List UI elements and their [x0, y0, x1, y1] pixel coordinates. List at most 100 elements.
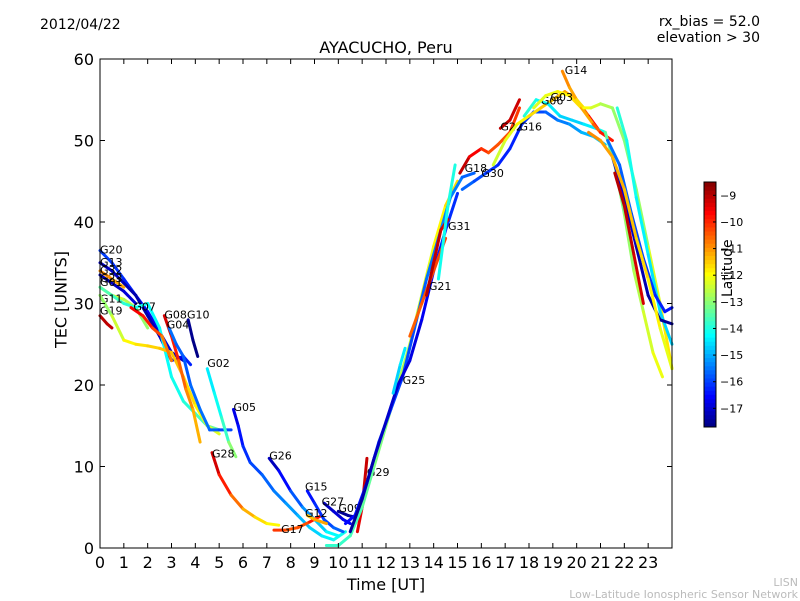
colorbar-segment [704, 337, 716, 342]
track-segment [191, 407, 202, 444]
x-tick-label: 12 [376, 553, 396, 572]
colorbar-label: Latitude [720, 239, 736, 297]
x-tick-label: 7 [262, 553, 272, 572]
track-segment [544, 110, 560, 122]
colorbar-segment [704, 231, 716, 236]
colorbar-segment [704, 284, 716, 289]
colorbar-segment [704, 202, 716, 207]
colorbar-segment [704, 345, 716, 350]
track-segment [122, 302, 138, 310]
satellite-label: G05 [233, 401, 256, 414]
colorbar-segment [704, 349, 716, 354]
colorbar-segment [704, 210, 716, 216]
track-segment [599, 102, 614, 110]
colorbar-segment [704, 320, 716, 326]
colorbar-tick-label: −16 [720, 376, 743, 389]
track-segment [210, 451, 221, 477]
track-segment [432, 228, 443, 265]
colorbar-segment [704, 243, 716, 248]
track-segment [348, 505, 364, 538]
track-segment [110, 277, 126, 289]
track-segment [458, 155, 471, 175]
credit-lisn: LISN [773, 576, 798, 589]
chart-title: AYACUCHO, Peru [319, 38, 453, 57]
colorbar-segment [704, 190, 716, 195]
colorbar-frame [703, 181, 717, 428]
track-segment [167, 326, 178, 346]
track-segment [170, 334, 181, 363]
colorbar-segment [704, 357, 716, 363]
track-segment [444, 191, 459, 232]
track-segment [579, 106, 595, 126]
track-segment [658, 326, 674, 371]
rx-bias-label: rx_bias = 52.0 [658, 14, 760, 30]
track-segment [231, 407, 240, 428]
satellite-label: G20 [100, 244, 123, 257]
colorbar-segment [704, 316, 716, 322]
colorbar-segment [704, 402, 716, 408]
track-segment [615, 106, 629, 142]
x-tick-label: 15 [447, 553, 467, 572]
satellite-label: G13 [100, 256, 123, 269]
colorbar-segment [704, 324, 716, 330]
colorbar-tick-label: −15 [720, 349, 743, 362]
colorbar-segment [704, 414, 716, 420]
track-segment [220, 416, 231, 444]
track-segment [663, 306, 674, 314]
track-segment [610, 155, 626, 191]
colorbar-segment [704, 386, 716, 391]
colorbar-segment [704, 271, 716, 277]
colorbar-segment [704, 206, 716, 212]
series-g31b [436, 163, 457, 281]
track-segment [646, 244, 662, 305]
track-segment [174, 342, 185, 358]
colorbar-segment [704, 255, 716, 261]
track-segment [446, 163, 457, 208]
colorbar-segment [704, 267, 716, 273]
colorbar-segment [704, 288, 716, 293]
x-tick-label: 21 [590, 553, 610, 572]
colorbar-segment [704, 182, 716, 187]
x-tick-label: 6 [238, 553, 248, 572]
colorbar-segment [704, 312, 716, 318]
track-segment [625, 139, 638, 200]
track-segment [515, 114, 531, 126]
track-segment [277, 469, 293, 493]
track-segment [575, 98, 586, 110]
track-segment [289, 489, 305, 509]
series-g23: G23 [98, 272, 138, 305]
series-g25: G25 [391, 346, 425, 395]
track-segment [622, 196, 638, 248]
track-segment [568, 122, 583, 134]
track-segment [296, 513, 312, 530]
colorbar-segment [704, 247, 716, 252]
track-segment [486, 143, 500, 155]
track-segment [272, 489, 288, 505]
colorbar-segment [704, 275, 716, 281]
x-tick-label: 3 [166, 553, 176, 572]
track-segment [653, 293, 667, 314]
x-tick-label: 18 [519, 553, 539, 572]
track-segment [546, 102, 562, 118]
track-segment [532, 94, 548, 110]
track-segment [632, 269, 645, 314]
satellite-label: G01 [100, 276, 123, 289]
colorbar-segment [704, 422, 716, 428]
satellite-label: G15 [305, 481, 328, 494]
track-segment [425, 261, 436, 297]
track-segment [227, 440, 238, 459]
x-tick-label: 13 [400, 553, 420, 572]
colorbar-segment [704, 186, 716, 191]
track-segment [484, 163, 500, 175]
track-segment [129, 306, 145, 318]
track-segment [398, 346, 407, 367]
track-segment [110, 314, 126, 342]
colorbar-segment [704, 390, 716, 395]
track-segment [184, 387, 195, 411]
track-segment [332, 509, 345, 521]
colorbar-segment [704, 382, 716, 387]
credit-network: Low-Latitude Ionospheric Sensor Network [569, 588, 798, 601]
track-segment [634, 187, 650, 248]
track-segment [568, 86, 579, 102]
